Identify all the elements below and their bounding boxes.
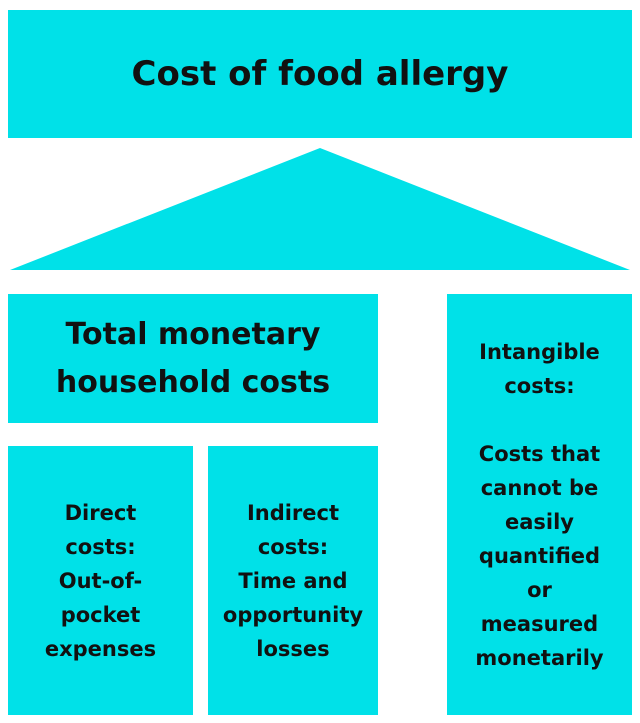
direct-line: costs: <box>65 534 136 559</box>
indirect-line: costs: <box>257 534 329 559</box>
indirect-line: Indirect <box>246 500 340 525</box>
intangible-line: monetarily <box>475 645 604 670</box>
direct-line: pocket <box>60 602 141 627</box>
direct-line: Direct <box>64 500 137 525</box>
intangible-line: measured <box>480 611 599 636</box>
direct-line: Out-of- <box>58 568 143 593</box>
direct-line: expenses <box>44 636 157 661</box>
intangible-line: quantified <box>478 543 601 568</box>
indirect-line: opportunity <box>222 602 364 627</box>
direct-costs-box: Direct costs: Out-of- pocket expenses <box>8 446 193 715</box>
intangible-line: cannot be <box>480 475 599 500</box>
intangible-line: Costs that <box>478 441 601 466</box>
diagram-title-box: Cost of food allergy <box>8 10 632 138</box>
intangible-line: or <box>527 577 552 602</box>
indirect-line: Time and <box>238 568 348 593</box>
roof-triangle <box>10 148 630 270</box>
intangible-costs-box: Intangible costs: Costs that cannot be e… <box>447 294 632 715</box>
intangible-heading: costs: <box>504 373 575 398</box>
total-line-2: household costs <box>55 364 331 400</box>
total-monetary-costs-box: Total monetary household costs <box>8 294 378 423</box>
total-line-1: Total monetary <box>65 316 321 352</box>
intangible-line: easily <box>505 509 574 534</box>
intangible-heading: Intangible <box>479 339 600 364</box>
indirect-costs-box: Indirect costs: Time and opportunity los… <box>208 446 378 715</box>
indirect-line: losses <box>256 636 330 661</box>
diagram-title: Cost of food allergy <box>131 54 509 94</box>
